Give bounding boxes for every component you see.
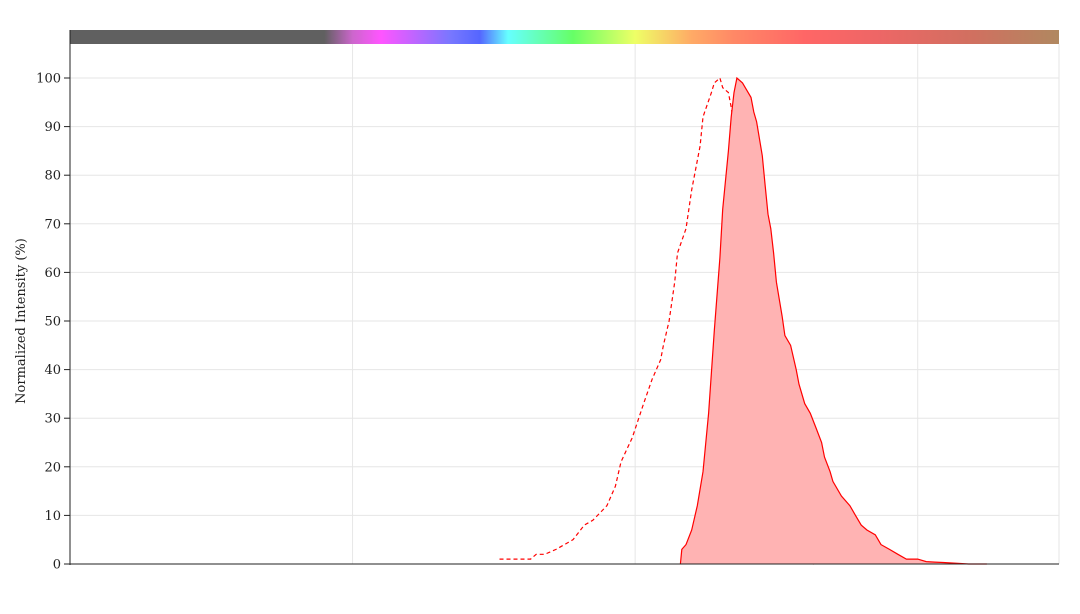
y-tick-label: 20	[44, 460, 61, 475]
excitation-line	[499, 76, 815, 565]
emission-area	[680, 78, 987, 564]
y-tick-label: 50	[44, 315, 61, 330]
grid-layer	[69, 44, 1060, 564]
series-layer	[499, 76, 987, 565]
y-tick-label: 0	[53, 558, 61, 573]
spectrum-bar	[70, 30, 1059, 44]
emission-line	[679, 76, 987, 565]
axis-layer: 0 10 20 30 40 50 60 70 80 90 100	[36, 30, 1059, 573]
y-tick-label: 100	[36, 72, 61, 87]
y-tick-label: 30	[44, 412, 61, 427]
y-tick-label: 10	[44, 509, 61, 524]
y-tick-label: 40	[44, 363, 61, 378]
y-axis-title: Normalized Intensity (%)	[14, 238, 29, 404]
y-tick-label: 90	[44, 120, 61, 135]
y-tick-label: 60	[44, 266, 61, 281]
y-tick-label: 80	[44, 169, 61, 184]
y-tick-label: 70	[44, 217, 61, 232]
